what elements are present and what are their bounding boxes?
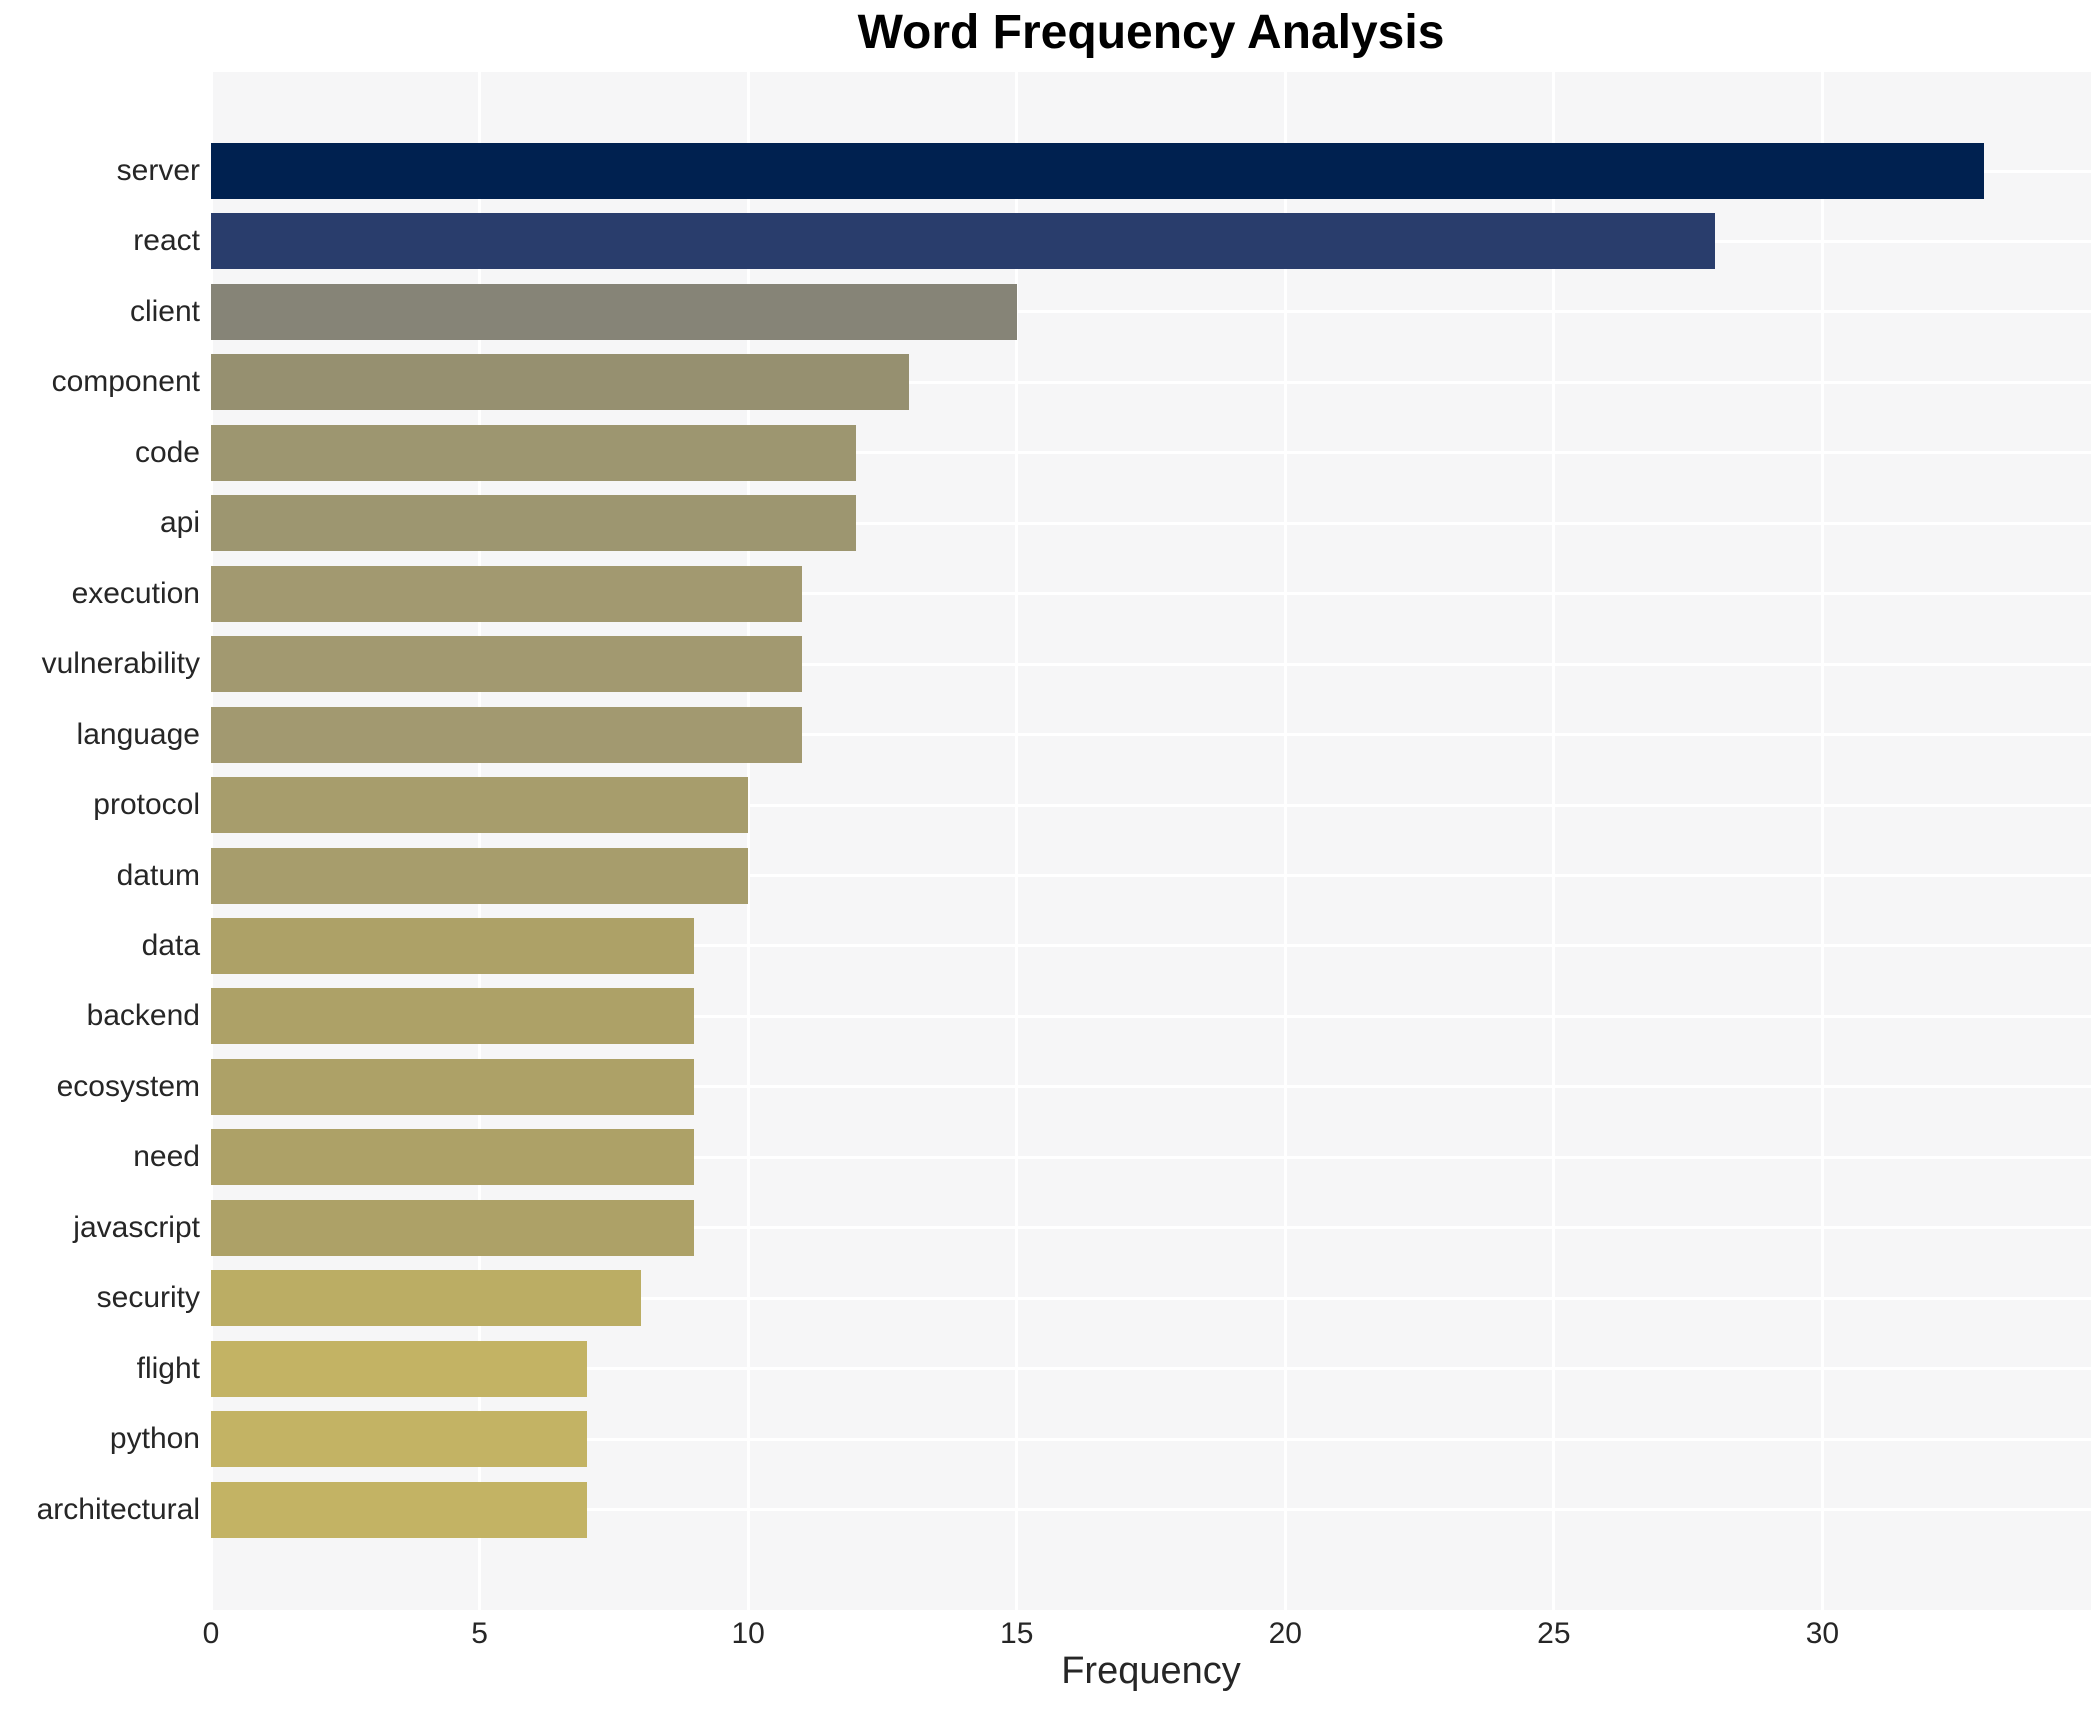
- x-gridline: [478, 72, 482, 1610]
- x-tick-label-25: 25: [1537, 1617, 1571, 1650]
- x-gridline: [746, 72, 750, 1610]
- chart-title: Word Frequency Analysis: [857, 6, 1445, 59]
- y-tick-label-backend: backend: [86, 999, 200, 1033]
- bar-flight: [211, 1340, 587, 1397]
- y-tick-label-client: client: [129, 294, 200, 328]
- y-tick-label-ecosystem: ecosystem: [56, 1069, 200, 1103]
- bar-ecosystem: [211, 1058, 695, 1115]
- y-gridline: [211, 1437, 2091, 1441]
- x-gridline: [209, 72, 213, 1610]
- y-tick-label-data: data: [141, 928, 200, 962]
- y-gridline: [211, 380, 2091, 384]
- y-gridline: [211, 310, 2091, 314]
- y-tick-label-language: language: [76, 717, 200, 751]
- x-tick-label-0: 0: [202, 1617, 220, 1650]
- x-gridline: [1552, 72, 1556, 1610]
- x-gridline: [1283, 72, 1287, 1610]
- bar-vulnerability: [211, 636, 802, 693]
- y-tick-label-execution: execution: [71, 576, 200, 610]
- bar-server: [211, 143, 1984, 199]
- y-gridline: [211, 521, 2091, 525]
- bar-client: [211, 283, 1017, 340]
- y-gridline: [211, 874, 2091, 877]
- bar-architectural: [211, 1481, 587, 1538]
- y-gridline: [211, 1155, 2091, 1159]
- bar-react: [211, 213, 1715, 270]
- x-axis-title: Frequency: [1061, 1650, 1241, 1692]
- x-gridline: [1820, 72, 1824, 1610]
- x-gridline: [1015, 72, 1019, 1610]
- bar-security: [211, 1270, 641, 1327]
- y-gridline: [211, 803, 2091, 807]
- x-tick-label-20: 20: [1268, 1617, 1302, 1650]
- y-tick-label-vulnerability: vulnerability: [41, 647, 200, 681]
- y-tick-label-architectural: architectural: [36, 1492, 200, 1526]
- bar-api: [211, 495, 856, 552]
- bar-backend: [211, 988, 695, 1045]
- y-tick-label-protocol: protocol: [93, 788, 200, 822]
- y-gridline: [211, 451, 2091, 455]
- y-tick-label-javascript: javascript: [73, 1210, 200, 1244]
- y-gridline: [211, 1508, 2091, 1512]
- x-tick-label-5: 5: [471, 1617, 488, 1650]
- y-gridline: [211, 944, 2091, 948]
- x-tick-label-15: 15: [1000, 1617, 1034, 1650]
- x-tick-label-10: 10: [731, 1617, 765, 1650]
- y-tick-label-server: server: [116, 154, 200, 187]
- y-tick-label-datum: datum: [116, 858, 200, 892]
- bar-need: [211, 1129, 695, 1186]
- y-gridline: [211, 1296, 2091, 1300]
- y-tick-label-flight: flight: [136, 1351, 200, 1385]
- bar-javascript: [211, 1199, 695, 1256]
- y-tick-label-code: code: [134, 435, 200, 469]
- bar-component: [211, 354, 910, 411]
- y-gridline: [211, 733, 2091, 737]
- y-tick-label-react: react: [133, 224, 200, 258]
- y-tick-label-security: security: [96, 1281, 200, 1315]
- bar-code: [211, 424, 856, 481]
- y-tick-label-need: need: [133, 1140, 200, 1174]
- y-tick-label-component: component: [51, 365, 200, 399]
- bar-execution: [211, 565, 802, 622]
- bar-datum: [211, 847, 749, 904]
- y-tick-label-api: api: [159, 506, 200, 540]
- y-gridline: [211, 1367, 2091, 1371]
- y-gridline: [211, 1085, 2091, 1089]
- y-gridline: [211, 592, 2091, 596]
- plot-area: [209, 72, 2091, 1610]
- bar-language: [211, 706, 802, 763]
- y-gridline: [211, 662, 2091, 666]
- y-gridline: [211, 1226, 2091, 1230]
- bar-data: [211, 917, 695, 974]
- bar-python: [211, 1411, 587, 1468]
- x-tick-label-30: 30: [1805, 1617, 1840, 1650]
- y-gridline: [211, 1014, 2091, 1018]
- bar-protocol: [211, 777, 749, 834]
- y-tick-label-python: python: [109, 1422, 200, 1456]
